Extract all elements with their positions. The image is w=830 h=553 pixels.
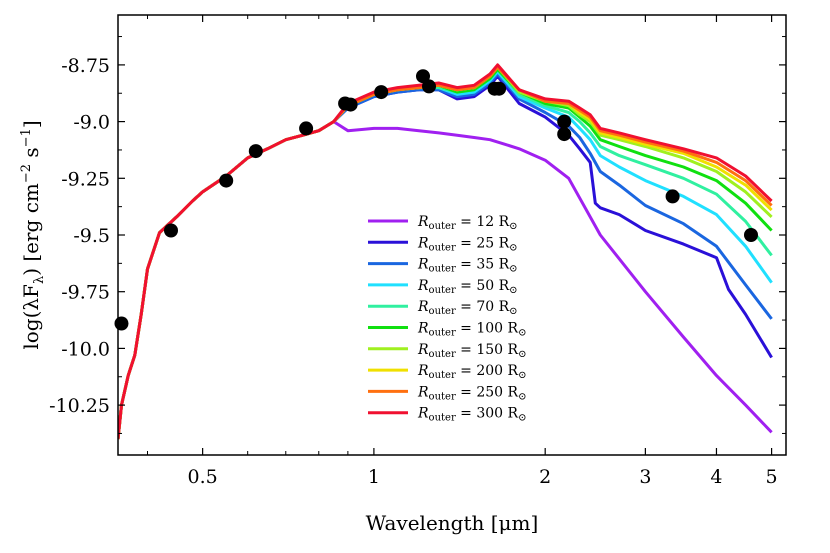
x-axis-title: Wavelength [μm]	[366, 511, 539, 535]
y-tick-label: -9.25	[61, 168, 110, 190]
observed-point	[343, 97, 358, 112]
legend-label-50: Router = 50 R⊙	[417, 278, 518, 296]
x-tick-label: 1	[368, 466, 380, 488]
x-tick-label: 0.5	[188, 466, 218, 488]
y-axis-title: log(λFλ) [erg cm−2 s−1]	[19, 120, 47, 349]
x-tick-label: 4	[710, 466, 722, 488]
legend: Router = 12 R⊙ Router = 25 R⊙ Router = 35 …	[368, 214, 526, 424]
legend-label-100: Router = 100 R⊙	[417, 321, 526, 339]
observed-point	[422, 79, 436, 94]
x-tick-label: 5	[766, 466, 778, 488]
ticks-layer: 0.5 1 2 3 4 5 -8.75 -9.0 -9.25 -9.5 -9.75 -10.0 -10.…	[49, 15, 786, 488]
observed-point	[557, 114, 572, 129]
legend-label-200: Router = 200 R⊙	[417, 363, 526, 381]
observed-point	[248, 144, 263, 159]
x-tick-label: 3	[639, 466, 651, 488]
observed-point	[744, 228, 758, 242]
observed-point	[665, 189, 680, 204]
observed-point	[299, 121, 314, 136]
y-tick-label: -8.75	[61, 55, 110, 77]
observed-point	[219, 173, 234, 188]
y-tick-label: -9.5	[73, 225, 110, 247]
y-tick-label: -10.25	[49, 395, 110, 417]
legend-label-12: Router = 12 R⊙	[417, 214, 518, 232]
legend-label-25: Router = 25 R⊙	[417, 235, 518, 253]
observed-point	[492, 81, 507, 96]
observed-point	[557, 127, 572, 142]
x-tick-label: 2	[539, 466, 551, 488]
y-tick-label: -9.75	[61, 282, 110, 304]
legend-label-35: Router = 35 R⊙	[417, 257, 518, 275]
legend-label-300: Router = 300 R⊙	[417, 406, 526, 424]
observed-point	[114, 316, 129, 331]
legend-label-150: Router = 150 R⊙	[417, 342, 526, 360]
observed-point	[374, 85, 389, 100]
y-tick-label: -10.0	[61, 338, 110, 360]
legend-label-250: Router = 250 R⊙	[417, 384, 526, 402]
legend-label-70: Router = 70 R⊙	[417, 299, 518, 317]
observed-point	[416, 69, 430, 84]
y-tick-label: -9.0	[73, 112, 110, 134]
observed-point	[164, 223, 178, 238]
